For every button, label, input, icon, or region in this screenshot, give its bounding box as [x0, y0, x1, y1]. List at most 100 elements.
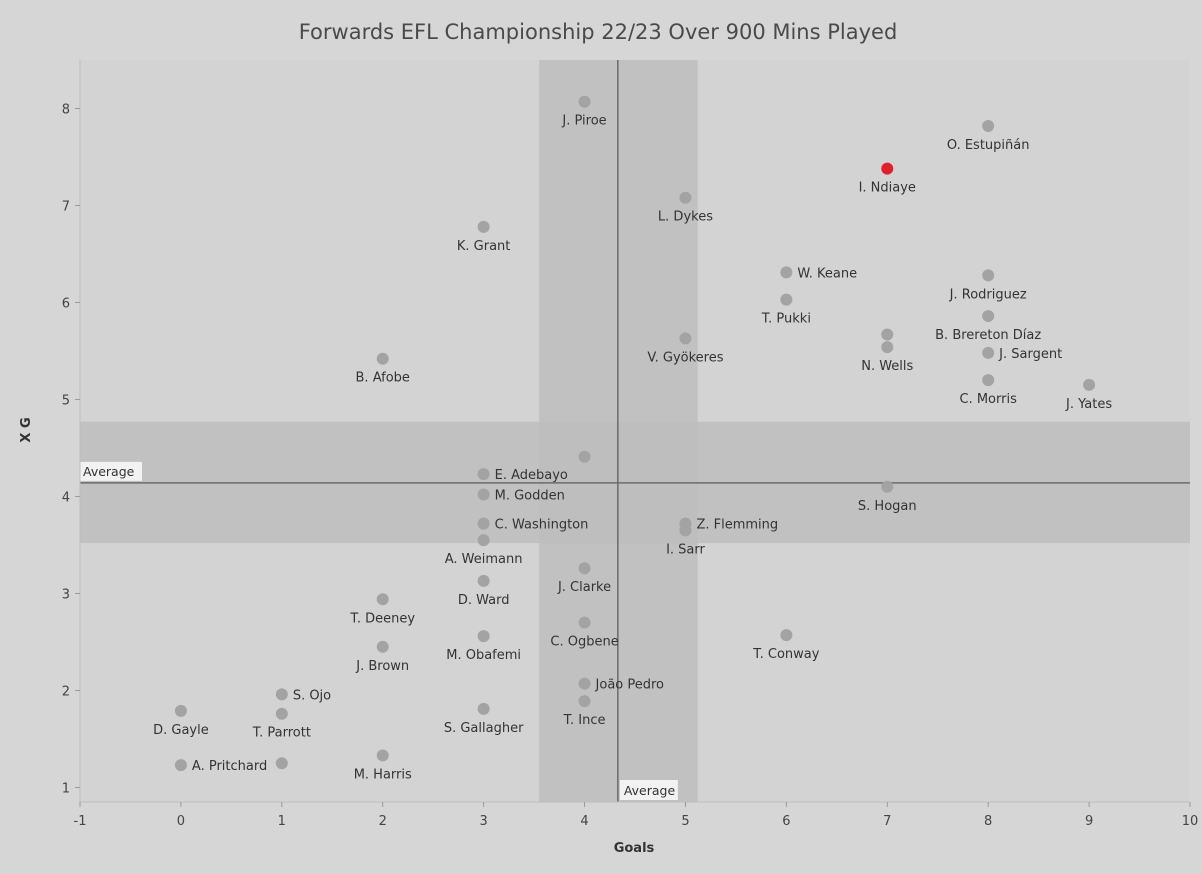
y-average-label: Average	[83, 464, 135, 479]
data-point	[275, 688, 288, 701]
point-label: C. Washington	[495, 518, 589, 533]
y-tick-label: 2	[62, 684, 70, 699]
point-label: J. Sargent	[998, 347, 1062, 362]
data-point	[578, 450, 591, 463]
x-tick-label: 2	[379, 814, 387, 829]
point-label: I. Ndiaye	[859, 181, 916, 196]
point-label: B. Brereton Díaz	[935, 328, 1041, 343]
point-label: B. Afobe	[356, 371, 410, 386]
point-label: D. Gayle	[153, 723, 209, 738]
x-tick-label: 5	[681, 814, 689, 829]
data-point	[275, 757, 288, 770]
x-axis-label: Goals	[614, 841, 655, 856]
point-label: C. Morris	[960, 392, 1018, 407]
x-tick-label: 7	[883, 814, 891, 829]
data-point	[881, 341, 894, 354]
data-point	[578, 562, 591, 575]
point-label: T. Conway	[752, 647, 820, 662]
data-point	[578, 616, 591, 629]
y-axis-label: X G	[19, 417, 34, 442]
data-point	[477, 574, 490, 587]
data-point	[982, 346, 995, 359]
data-point	[881, 328, 894, 341]
point-label: M. Harris	[354, 767, 412, 782]
data-point	[1083, 378, 1096, 391]
y-tick-label: 5	[62, 393, 70, 408]
data-point	[376, 352, 389, 365]
data-point	[679, 524, 692, 537]
x-tick-label: 8	[984, 814, 992, 829]
point-label: L. Dykes	[658, 210, 713, 225]
data-point	[376, 593, 389, 606]
data-point	[982, 310, 995, 323]
point-label: J. Rodriguez	[949, 287, 1027, 302]
x-tick-label: 6	[782, 814, 790, 829]
point-label: A. Pritchard	[192, 759, 267, 774]
plot-area: Average Average -1 0 1 2 3 4 5 6 7 8 9 10 1 2 3 4 5 6 7 8 J. P…	[62, 60, 1199, 829]
point-label: S. Hogan	[858, 499, 917, 514]
point-label: N. Wells	[861, 359, 913, 374]
data-point	[780, 629, 793, 642]
x-average-label: Average	[624, 783, 676, 798]
point-label: O. Estupiñán	[947, 138, 1030, 153]
data-point	[578, 95, 591, 108]
data-point	[275, 707, 288, 720]
highlighted-point	[881, 162, 894, 175]
point-label: M. Godden	[495, 489, 565, 504]
x-tick-label: 10	[1182, 814, 1199, 829]
data-point	[578, 677, 591, 690]
y-tick-label: 7	[62, 199, 70, 214]
point-label: M. Obafemi	[446, 648, 521, 663]
data-point	[982, 374, 995, 387]
data-point	[780, 266, 793, 279]
point-label: T. Pukki	[761, 312, 811, 327]
y-tick-label: 1	[62, 781, 70, 796]
point-label: S. Gallagher	[444, 721, 524, 736]
data-point	[477, 468, 490, 481]
point-label: J. Piroe	[561, 114, 606, 129]
data-point	[477, 702, 490, 715]
data-point	[578, 695, 591, 708]
point-label: J. Yates	[1065, 397, 1112, 412]
data-point	[376, 749, 389, 762]
x-tick-label: -1	[74, 814, 87, 829]
data-point	[881, 480, 894, 493]
data-point	[174, 704, 187, 717]
data-point	[982, 119, 995, 132]
x-tick-label: 1	[278, 814, 286, 829]
data-point	[780, 293, 793, 306]
x-tick-label: 4	[580, 814, 588, 829]
point-label: E. Adebayo	[495, 468, 568, 483]
point-label: T. Ince	[563, 713, 606, 728]
y-tick-label: 4	[62, 490, 70, 505]
y-tick-label: 3	[62, 587, 70, 602]
data-point	[477, 488, 490, 501]
point-label: Z. Flemming	[696, 518, 778, 533]
point-label: C. Ogbene	[550, 635, 618, 650]
point-label: W. Keane	[797, 266, 857, 281]
y-tick-label: 6	[62, 296, 70, 311]
data-point	[477, 630, 490, 643]
data-point	[477, 220, 490, 233]
x-tick-label: 0	[177, 814, 185, 829]
data-point	[982, 269, 995, 282]
point-label: J. Clarke	[557, 580, 611, 595]
data-point	[679, 332, 692, 345]
point-label: S. Ojo	[293, 688, 331, 703]
data-point	[679, 191, 692, 204]
x-tick-label: 3	[479, 814, 487, 829]
point-label: João Pedro	[595, 678, 665, 693]
data-point	[477, 534, 490, 547]
point-label: A. Weimann	[445, 552, 523, 567]
y-average-label-box	[80, 461, 142, 481]
point-label: D. Ward	[458, 593, 510, 608]
point-label: K. Grant	[457, 239, 511, 254]
y-tick-label: 8	[62, 102, 70, 117]
point-label: I. Sarr	[666, 542, 705, 557]
data-point	[376, 640, 389, 653]
point-label: T. Parrott	[252, 726, 311, 741]
x-average-label-box	[619, 780, 678, 800]
data-point	[477, 517, 490, 530]
chart-title: Forwards EFL Championship 22/23 Over 900…	[299, 20, 898, 44]
